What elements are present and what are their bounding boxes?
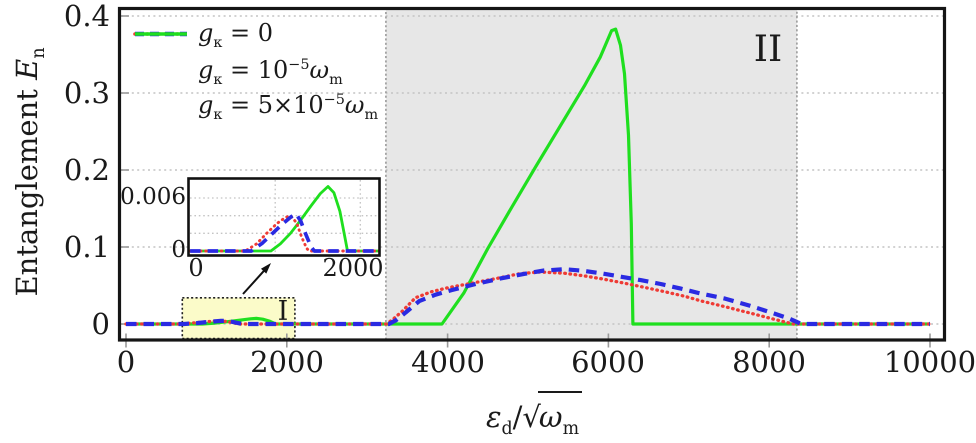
legend-label-gk5e-5: gκ = 5×10−5ωm — [198, 91, 379, 123]
legend-swatch-blue-dashed — [133, 31, 189, 86]
region-ii-label: II — [753, 29, 783, 70]
region-i-label: I — [277, 296, 289, 327]
main-series — [124, 27, 932, 327]
y-tick-label-0.1: 0.1 — [63, 230, 110, 264]
plot-frame — [117, 6, 947, 342]
inset-y-tick-label-0.006: 0.006 — [120, 184, 186, 210]
x-axis-title: εd/√ωm — [384, 391, 684, 443]
series-solid — [126, 27, 930, 326]
legend-label-gk0: gκ = 0 — [198, 18, 274, 51]
inset-arrow — [242, 263, 271, 295]
x-tick-label-0: 0 — [116, 345, 136, 379]
series-dashed — [190, 212, 379, 253]
legend-row-gk0: gκ = 0 — [133, 18, 378, 55]
series-dashed — [126, 267, 930, 327]
inset-plot — [187, 177, 381, 257]
x-tick-label-8000: 8000 — [732, 345, 806, 379]
y-tick-label-0: 0 — [91, 307, 110, 341]
y-tick-label-0.2: 0.2 — [63, 153, 110, 187]
inset-y-tick-label-0: 0 — [171, 237, 186, 263]
region-ii-fill — [385, 9, 797, 340]
series-solid — [190, 185, 379, 253]
y-axis-title: Entanglement En — [10, 47, 49, 297]
inset-x-tick-label-0: 0 — [188, 254, 204, 282]
x-tick-label-4000: 4000 — [411, 345, 485, 379]
region-i-border — [181, 296, 296, 340]
legend-swatch-green-solid — [133, 32, 189, 121]
x-tick-label-10000: 10000 — [883, 345, 976, 379]
legend-label-gk1e-5: gκ = 10−5ωm — [198, 56, 343, 88]
x-tick-label-2000: 2000 — [250, 345, 324, 379]
x-tick-label-6000: 6000 — [571, 345, 645, 379]
inset-frame — [187, 177, 381, 257]
series-dotted — [189, 214, 379, 253]
legend: gκ = 0 gκ = 10−5ωm gκ = 5×10−5ωm — [133, 18, 378, 125]
inset-x-tick-label-2000: 2000 — [322, 254, 384, 282]
legend-row-gk5e-5: gκ = 5×10−5ωm — [133, 32, 378, 125]
y-tick-label-0.3: 0.3 — [63, 76, 110, 110]
y-tick-label-0.4: 0.4 — [63, 0, 110, 33]
region-i-fill — [182, 297, 295, 339]
